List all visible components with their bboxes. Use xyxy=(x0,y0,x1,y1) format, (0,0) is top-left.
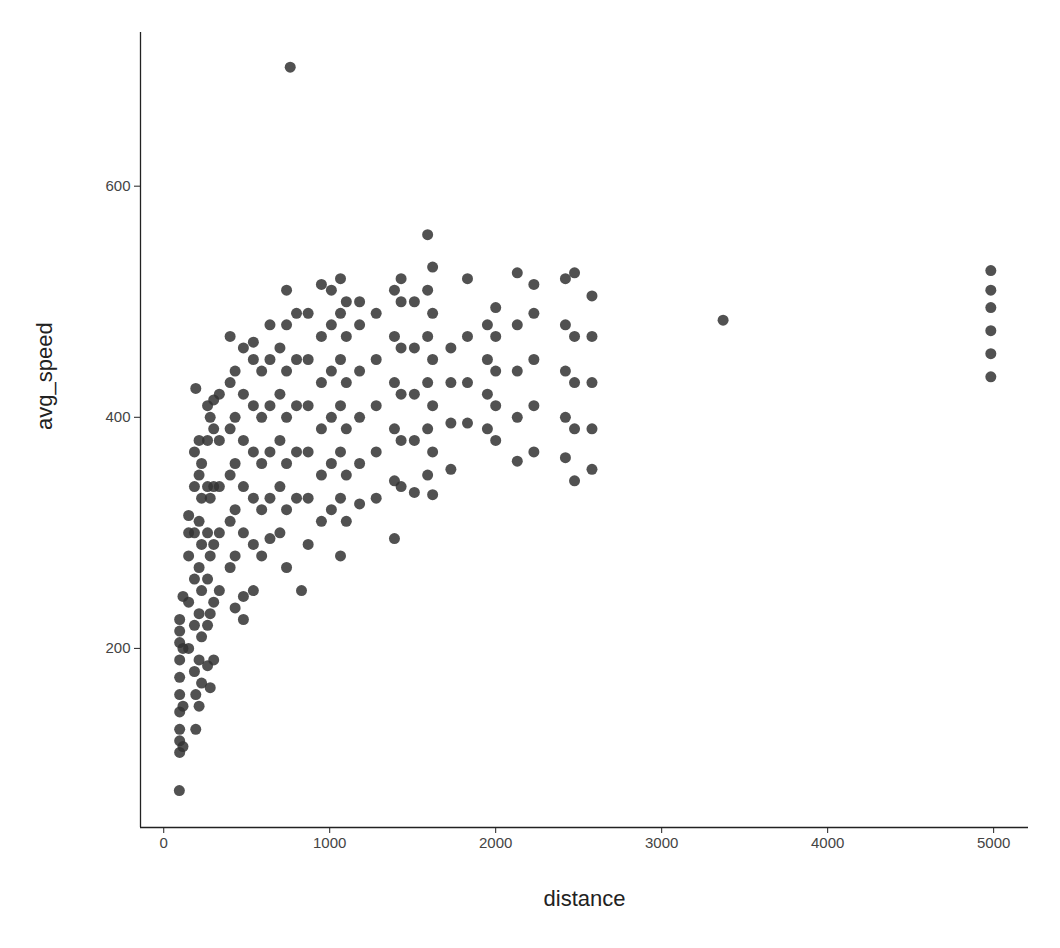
svg-text:400: 400 xyxy=(105,408,130,425)
svg-text:200: 200 xyxy=(105,639,130,656)
svg-text:0: 0 xyxy=(160,834,168,851)
svg-text:4000: 4000 xyxy=(811,834,844,851)
svg-text:avg_speed: avg_speed xyxy=(32,322,57,430)
svg-text:3000: 3000 xyxy=(645,834,678,851)
svg-text:2000: 2000 xyxy=(479,834,512,851)
svg-text:5000: 5000 xyxy=(977,834,1010,851)
svg-text:600: 600 xyxy=(105,177,130,194)
svg-text:1000: 1000 xyxy=(313,834,346,851)
svg-text:distance: distance xyxy=(544,886,626,911)
